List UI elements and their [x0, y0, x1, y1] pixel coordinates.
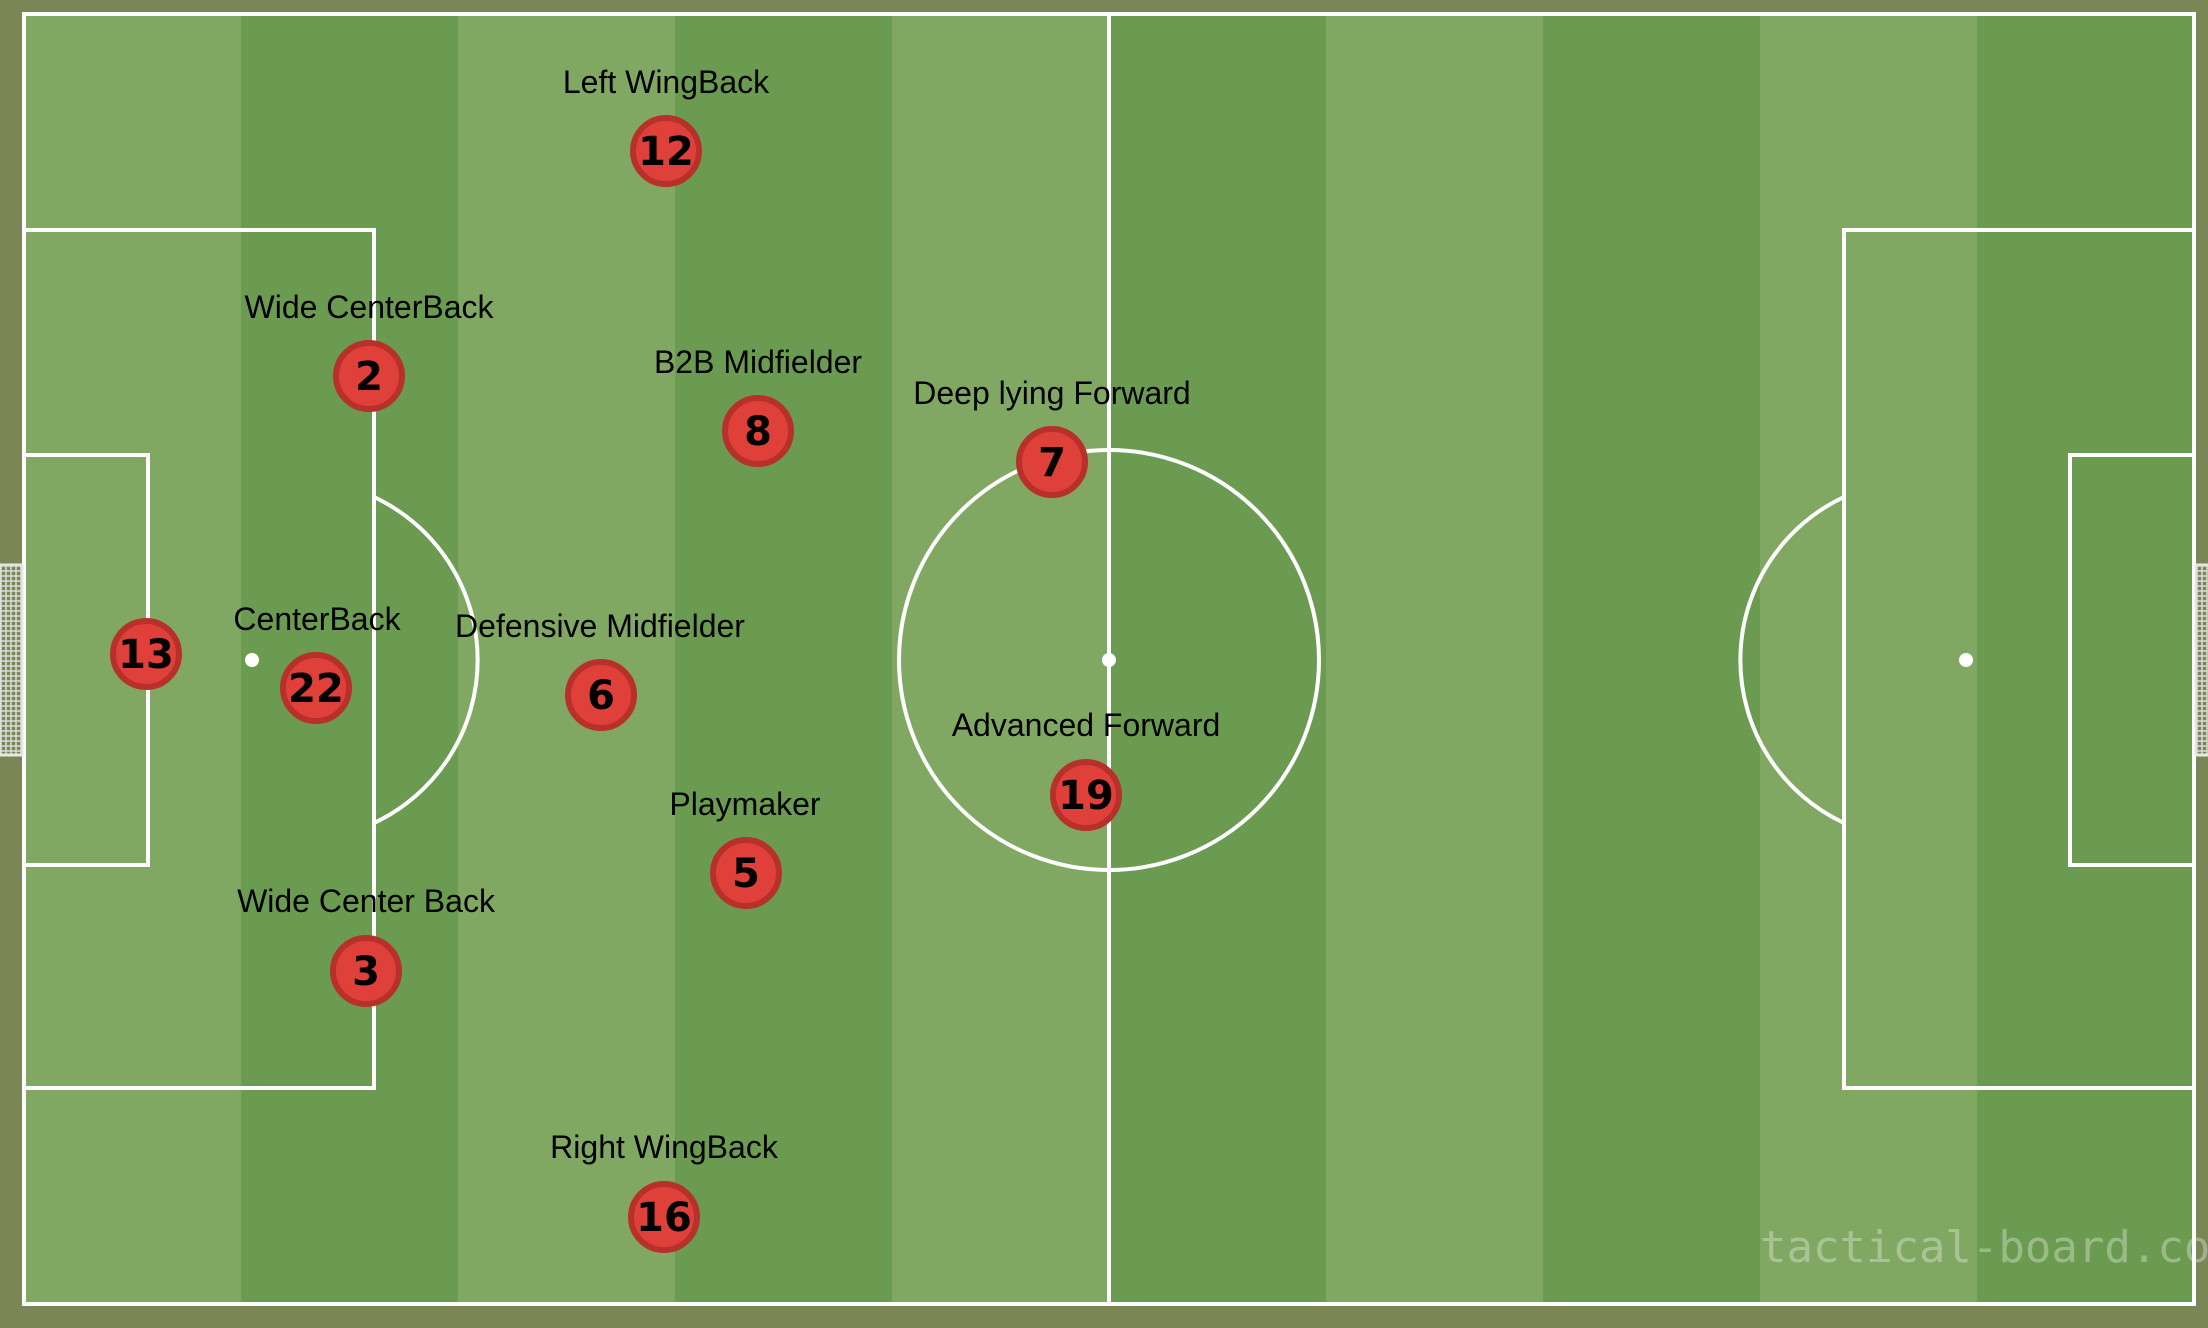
player-role-label: Wide CenterBack — [245, 289, 495, 325]
player-number: 6 — [587, 673, 615, 719]
right-goal-net — [2194, 563, 2208, 757]
player-role-label: Playmaker — [669, 786, 821, 822]
player-marker[interactable] — [630, 115, 702, 187]
left-penalty-arc — [373, 495, 480, 825]
player-b2b[interactable]: B2B Midfielder 8 — [654, 344, 862, 467]
grass-stripe — [1109, 14, 1326, 1304]
grass-stripe — [1326, 14, 1543, 1304]
player-pm[interactable]: Playmaker 5 — [669, 786, 821, 909]
player-marker[interactable] — [280, 652, 352, 724]
player-number: 8 — [744, 409, 772, 455]
player-marker[interactable] — [333, 340, 405, 412]
player-role-label: CenterBack — [233, 601, 401, 637]
grass-stripe — [1543, 14, 1760, 1304]
player-af[interactable]: Advanced Forward 19 — [952, 707, 1221, 831]
player-lwcb[interactable]: Wide CenterBack 2 — [245, 289, 495, 412]
left-penalty-spot — [245, 653, 259, 667]
grass-stripe — [675, 14, 892, 1304]
player-number: 22 — [288, 666, 344, 712]
right-penalty-spot — [1959, 653, 1973, 667]
player-number: 16 — [636, 1195, 692, 1241]
player-role-label: Left WingBack — [563, 64, 770, 100]
player-number: 13 — [118, 632, 174, 678]
player-number: 19 — [1058, 773, 1114, 819]
player-marker[interactable] — [1016, 426, 1088, 498]
player-number: 3 — [352, 949, 380, 995]
player-number: 12 — [638, 129, 694, 175]
player-marker[interactable] — [110, 618, 182, 690]
player-marker[interactable] — [722, 395, 794, 467]
player-lwb[interactable]: Left WingBack 12 — [563, 64, 770, 187]
center-spot — [1102, 653, 1116, 667]
player-number: 5 — [732, 851, 760, 897]
grass-stripe — [1760, 14, 1977, 1304]
player-dlf[interactable]: Deep lying Forward 7 — [913, 375, 1191, 498]
player-marker[interactable] — [330, 935, 402, 1007]
player-marker[interactable] — [565, 659, 637, 731]
grass-stripe — [458, 14, 675, 1304]
right-penalty-arc — [1738, 495, 1845, 825]
center-circle — [897, 448, 1321, 872]
player-rwcb[interactable]: Wide Center Back 3 — [237, 883, 496, 1007]
grass-stripe — [1977, 14, 2194, 1304]
player-number: 7 — [1038, 440, 1066, 486]
player-role-label: Wide Center Back — [237, 883, 496, 919]
player-marker[interactable] — [1050, 759, 1122, 831]
player-rwb[interactable]: Right WingBack 16 — [550, 1129, 779, 1253]
player-role-label: Advanced Forward — [952, 707, 1221, 743]
player-role-label: B2B Midfielder — [654, 344, 862, 380]
player-dm[interactable]: Defensive Midfielder 6 — [455, 608, 745, 731]
player-gk[interactable]: 13 — [110, 618, 182, 690]
player-role-label: Deep lying Forward — [913, 375, 1190, 411]
watermark-text: tactical-board.com — [1760, 1222, 2208, 1273]
player-role-label: Right WingBack — [550, 1129, 779, 1165]
player-marker[interactable] — [710, 837, 782, 909]
player-marker[interactable] — [628, 1181, 700, 1253]
grass-stripe — [241, 14, 458, 1304]
grass-stripe — [892, 14, 1109, 1304]
player-number: 2 — [355, 354, 383, 400]
player-role-label: Defensive Midfielder — [455, 608, 745, 644]
right-goal-area — [2068, 453, 2196, 867]
player-cb[interactable]: CenterBack 22 — [233, 601, 402, 724]
left-goal-net — [0, 563, 24, 757]
